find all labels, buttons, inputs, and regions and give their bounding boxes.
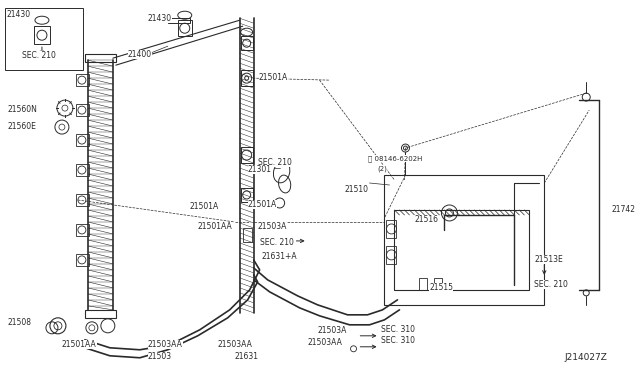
- Bar: [85, 310, 116, 318]
- Text: 21503AA: 21503AA: [148, 340, 182, 349]
- Bar: [435, 278, 442, 290]
- Bar: [168, 18, 189, 23]
- Text: 21510: 21510: [344, 185, 369, 194]
- Bar: [241, 188, 253, 202]
- Bar: [394, 210, 529, 290]
- Text: Ⓑ 08146-6202H: Ⓑ 08146-6202H: [367, 155, 422, 162]
- Text: SEC. 210: SEC. 210: [260, 238, 294, 247]
- Text: 21516: 21516: [415, 215, 438, 224]
- Text: 21501A: 21501A: [248, 200, 277, 209]
- Bar: [387, 246, 396, 264]
- Text: 21560E: 21560E: [8, 122, 37, 131]
- Text: 21400: 21400: [128, 50, 152, 59]
- Text: 21501AA: 21501AA: [62, 340, 97, 349]
- Text: SEC. 210: SEC. 210: [534, 280, 568, 289]
- Text: 21503: 21503: [148, 352, 172, 361]
- Text: 21301: 21301: [248, 165, 271, 174]
- Text: 21503A: 21503A: [317, 326, 347, 335]
- Text: 21560N: 21560N: [8, 105, 38, 114]
- Bar: [76, 194, 89, 206]
- Text: 21501AA: 21501AA: [198, 222, 232, 231]
- Text: 21515: 21515: [429, 283, 453, 292]
- Text: SEC. 210: SEC. 210: [22, 51, 56, 60]
- Text: SEC. 210: SEC. 210: [258, 158, 292, 167]
- Text: 21503A: 21503A: [258, 222, 287, 231]
- Text: SEC. 310: SEC. 310: [381, 336, 415, 345]
- Text: 21501A: 21501A: [189, 202, 219, 211]
- Text: 21513E: 21513E: [534, 255, 563, 264]
- Bar: [5, 8, 83, 70]
- Bar: [241, 36, 253, 50]
- Text: 21503AA: 21503AA: [308, 338, 342, 347]
- Text: (2): (2): [378, 165, 387, 171]
- Bar: [76, 164, 89, 176]
- Text: 21501A: 21501A: [259, 73, 288, 82]
- Bar: [85, 54, 116, 62]
- Text: J214027Z: J214027Z: [564, 353, 607, 362]
- Bar: [387, 220, 396, 238]
- Bar: [178, 20, 192, 36]
- Bar: [241, 147, 253, 163]
- Bar: [241, 70, 253, 86]
- Text: SEC. 310: SEC. 310: [381, 325, 415, 334]
- Bar: [34, 26, 50, 44]
- Text: 21430: 21430: [7, 10, 31, 19]
- Bar: [76, 134, 89, 146]
- Text: 21742: 21742: [611, 205, 635, 214]
- Text: 21631: 21631: [235, 352, 259, 361]
- Bar: [243, 228, 252, 242]
- Bar: [76, 74, 89, 86]
- Bar: [419, 278, 428, 290]
- Text: 21503AA: 21503AA: [218, 340, 253, 349]
- Bar: [76, 104, 89, 116]
- Text: 21508: 21508: [8, 318, 32, 327]
- Bar: [76, 224, 89, 236]
- Text: 21631+A: 21631+A: [262, 252, 298, 261]
- Bar: [385, 175, 544, 305]
- Text: 21430: 21430: [148, 14, 172, 23]
- Bar: [76, 254, 89, 266]
